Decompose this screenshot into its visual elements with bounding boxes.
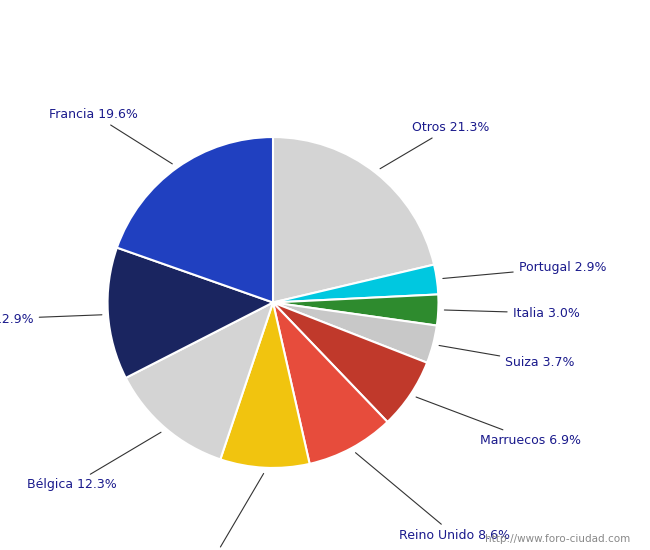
Wedge shape [273,294,439,326]
Text: Portugal 2.9%: Portugal 2.9% [443,261,606,278]
Text: Francia 19.6%: Francia 19.6% [49,108,172,164]
Wedge shape [273,302,387,464]
Text: Armilla - Turistas extranjeros según país - Agosto de 2024: Armilla - Turistas extranjeros según paí… [75,16,575,33]
Wedge shape [220,302,309,468]
Text: Marruecos 6.9%: Marruecos 6.9% [416,397,580,447]
Text: Reino Unido 8.6%: Reino Unido 8.6% [356,453,510,542]
Text: Alemania 8.7%: Alemania 8.7% [166,474,264,550]
Wedge shape [273,137,434,302]
Text: Otros 21.3%: Otros 21.3% [380,121,489,169]
Text: Países Bajos 12.9%: Países Bajos 12.9% [0,314,102,326]
Wedge shape [273,265,438,303]
Wedge shape [125,302,273,459]
Text: http://www.foro-ciudad.com: http://www.foro-ciudad.com [486,535,630,544]
Wedge shape [273,302,437,363]
Text: Bélgica 12.3%: Bélgica 12.3% [27,432,161,492]
Wedge shape [117,137,273,302]
Wedge shape [273,302,427,422]
Text: Italia 3.0%: Italia 3.0% [445,306,580,320]
Wedge shape [107,248,273,378]
Text: Suiza 3.7%: Suiza 3.7% [439,345,575,370]
